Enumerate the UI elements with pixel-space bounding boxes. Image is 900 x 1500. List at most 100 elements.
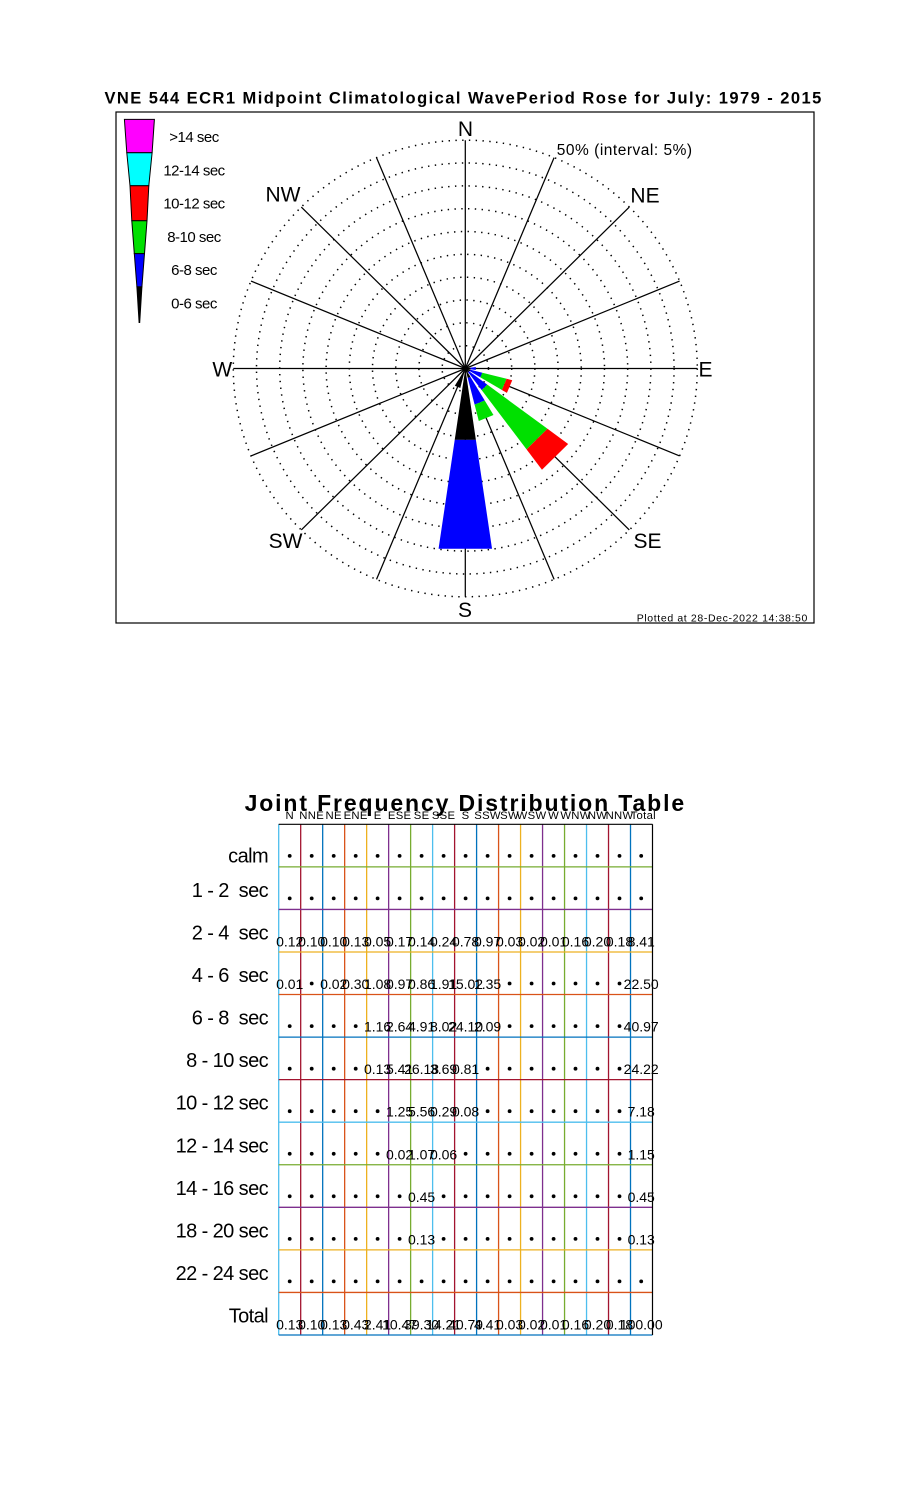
svg-text:0.13: 0.13 xyxy=(628,1231,655,1247)
svg-text:8.02: 8.02 xyxy=(430,1019,457,1035)
svg-text:6-8 sec: 6-8 sec xyxy=(171,262,218,279)
svg-text:Joint Frequency Distribution T: Joint Frequency Distribution Table xyxy=(245,790,686,816)
svg-text:0.10: 0.10 xyxy=(320,934,347,950)
svg-text:0.16: 0.16 xyxy=(562,934,589,950)
svg-text:0.45: 0.45 xyxy=(408,1189,435,1205)
svg-text:N: N xyxy=(458,118,473,141)
svg-text:NE: NE xyxy=(630,185,659,208)
svg-text:0.14: 0.14 xyxy=(408,934,435,950)
svg-text:1.08: 1.08 xyxy=(364,976,391,992)
svg-text:0.02: 0.02 xyxy=(386,1146,413,1162)
svg-text:6 - 8 sec: 6 - 8 sec xyxy=(192,1008,269,1030)
svg-text:4.91: 4.91 xyxy=(408,1019,435,1035)
svg-text:Total: Total xyxy=(631,810,656,822)
svg-text:0.45: 0.45 xyxy=(628,1189,655,1205)
svg-text:0.20: 0.20 xyxy=(584,934,611,950)
svg-text:calm: calm xyxy=(228,845,268,867)
svg-text:4 - 6 sec: 4 - 6 sec xyxy=(192,965,269,987)
svg-text:1.91: 1.91 xyxy=(430,976,457,992)
svg-text:ENE: ENE xyxy=(344,810,368,822)
svg-text:0.30: 0.30 xyxy=(342,976,369,992)
svg-text:3.69: 3.69 xyxy=(430,1061,457,1077)
svg-text:SE: SE xyxy=(414,810,430,822)
svg-text:0.02: 0.02 xyxy=(518,1317,545,1333)
svg-text:NNE: NNE xyxy=(299,810,324,822)
svg-text:2.09: 2.09 xyxy=(474,1019,501,1035)
svg-text:W: W xyxy=(212,359,232,382)
svg-text:1.25: 1.25 xyxy=(386,1104,413,1120)
svg-text:SE: SE xyxy=(633,530,661,553)
svg-text:W: W xyxy=(548,810,559,822)
svg-text:1 - 2 sec: 1 - 2 sec xyxy=(192,880,269,902)
svg-text:0.13: 0.13 xyxy=(320,1317,347,1333)
svg-text:8-10 sec: 8-10 sec xyxy=(167,229,222,246)
svg-text:10 - 12 sec: 10 - 12 sec xyxy=(176,1093,269,1115)
svg-text:8 - 10 sec: 8 - 10 sec xyxy=(186,1050,268,1072)
svg-text:0.86: 0.86 xyxy=(408,976,435,992)
svg-text:0.01: 0.01 xyxy=(540,1317,567,1333)
svg-text:2.41: 2.41 xyxy=(364,1317,391,1333)
svg-text:22 - 24 sec: 22 - 24 sec xyxy=(176,1263,269,1285)
svg-text:N: N xyxy=(285,810,293,822)
svg-text:2 - 4 sec: 2 - 4 sec xyxy=(192,922,269,944)
svg-text:26.18: 26.18 xyxy=(404,1061,439,1077)
svg-text:0-6 sec: 0-6 sec xyxy=(171,295,218,312)
svg-text:22.50: 22.50 xyxy=(624,976,659,992)
svg-text:WSW: WSW xyxy=(517,810,547,822)
svg-text:12 - 14 sec: 12 - 14 sec xyxy=(176,1135,269,1157)
svg-text:VNE 544 ECR1 Midpoint Climatol: VNE 544 ECR1 Midpoint Climatological Wav… xyxy=(104,89,822,107)
svg-text:0.97: 0.97 xyxy=(386,976,413,992)
svg-text:5.41: 5.41 xyxy=(386,1061,413,1077)
svg-text:0.13: 0.13 xyxy=(276,1317,303,1333)
svg-text:SW: SW xyxy=(500,810,519,822)
svg-text:100.00: 100.00 xyxy=(620,1317,663,1333)
svg-text:15.02: 15.02 xyxy=(448,976,483,992)
svg-text:WNW: WNW xyxy=(560,810,590,822)
svg-text:0.02: 0.02 xyxy=(518,934,545,950)
svg-text:50% (interval: 5%): 50% (interval: 5%) xyxy=(557,142,693,159)
svg-text:SSW: SSW xyxy=(474,810,501,822)
svg-text:0.01: 0.01 xyxy=(276,976,303,992)
svg-text:0.43: 0.43 xyxy=(342,1317,369,1333)
svg-text:14 - 16 sec: 14 - 16 sec xyxy=(176,1178,269,1200)
svg-text:0.05: 0.05 xyxy=(364,934,391,950)
svg-text:10-12 sec: 10-12 sec xyxy=(163,196,225,213)
svg-text:NW: NW xyxy=(266,183,301,206)
svg-text:10.47: 10.47 xyxy=(382,1317,417,1333)
svg-text:24.10: 24.10 xyxy=(448,1019,483,1035)
svg-text:0.24: 0.24 xyxy=(430,934,457,950)
svg-text:ESE: ESE xyxy=(388,810,412,822)
svg-text:0.16: 0.16 xyxy=(562,1317,589,1333)
svg-text:NNW: NNW xyxy=(606,810,634,822)
svg-text:0.13: 0.13 xyxy=(364,1061,391,1077)
svg-text:E: E xyxy=(374,810,382,822)
svg-text:0.01: 0.01 xyxy=(540,934,567,950)
svg-text:0.18: 0.18 xyxy=(606,934,633,950)
svg-text:1.07: 1.07 xyxy=(408,1146,435,1162)
svg-text:>14 sec: >14 sec xyxy=(169,129,219,146)
svg-text:0.13: 0.13 xyxy=(342,934,369,950)
svg-text:1.15: 1.15 xyxy=(628,1146,655,1162)
svg-text:Total: Total xyxy=(229,1306,268,1328)
svg-text:0.06: 0.06 xyxy=(430,1146,457,1162)
svg-text:2.64: 2.64 xyxy=(386,1019,413,1035)
svg-text:0.12: 0.12 xyxy=(276,934,303,950)
svg-text:18 - 20 sec: 18 - 20 sec xyxy=(176,1220,269,1242)
svg-text:SW: SW xyxy=(269,530,303,553)
svg-text:14.21: 14.21 xyxy=(426,1317,461,1333)
svg-text:E: E xyxy=(698,359,712,382)
svg-text:S: S xyxy=(462,810,470,822)
svg-text:1.35: 1.35 xyxy=(474,976,501,992)
svg-text:0.10: 0.10 xyxy=(298,1317,325,1333)
svg-text:39.30: 39.30 xyxy=(404,1317,439,1333)
svg-text:40.79: 40.79 xyxy=(448,1317,483,1333)
svg-text:0.03: 0.03 xyxy=(496,1317,523,1333)
svg-text:S: S xyxy=(458,599,472,622)
svg-text:0.02: 0.02 xyxy=(320,976,347,992)
svg-text:4.41: 4.41 xyxy=(474,1317,501,1333)
svg-text:0.20: 0.20 xyxy=(584,1317,611,1333)
svg-text:0.17: 0.17 xyxy=(386,934,413,950)
svg-text:0.78: 0.78 xyxy=(452,934,479,950)
svg-text:NW: NW xyxy=(588,810,607,822)
svg-text:0.81: 0.81 xyxy=(452,1061,479,1077)
